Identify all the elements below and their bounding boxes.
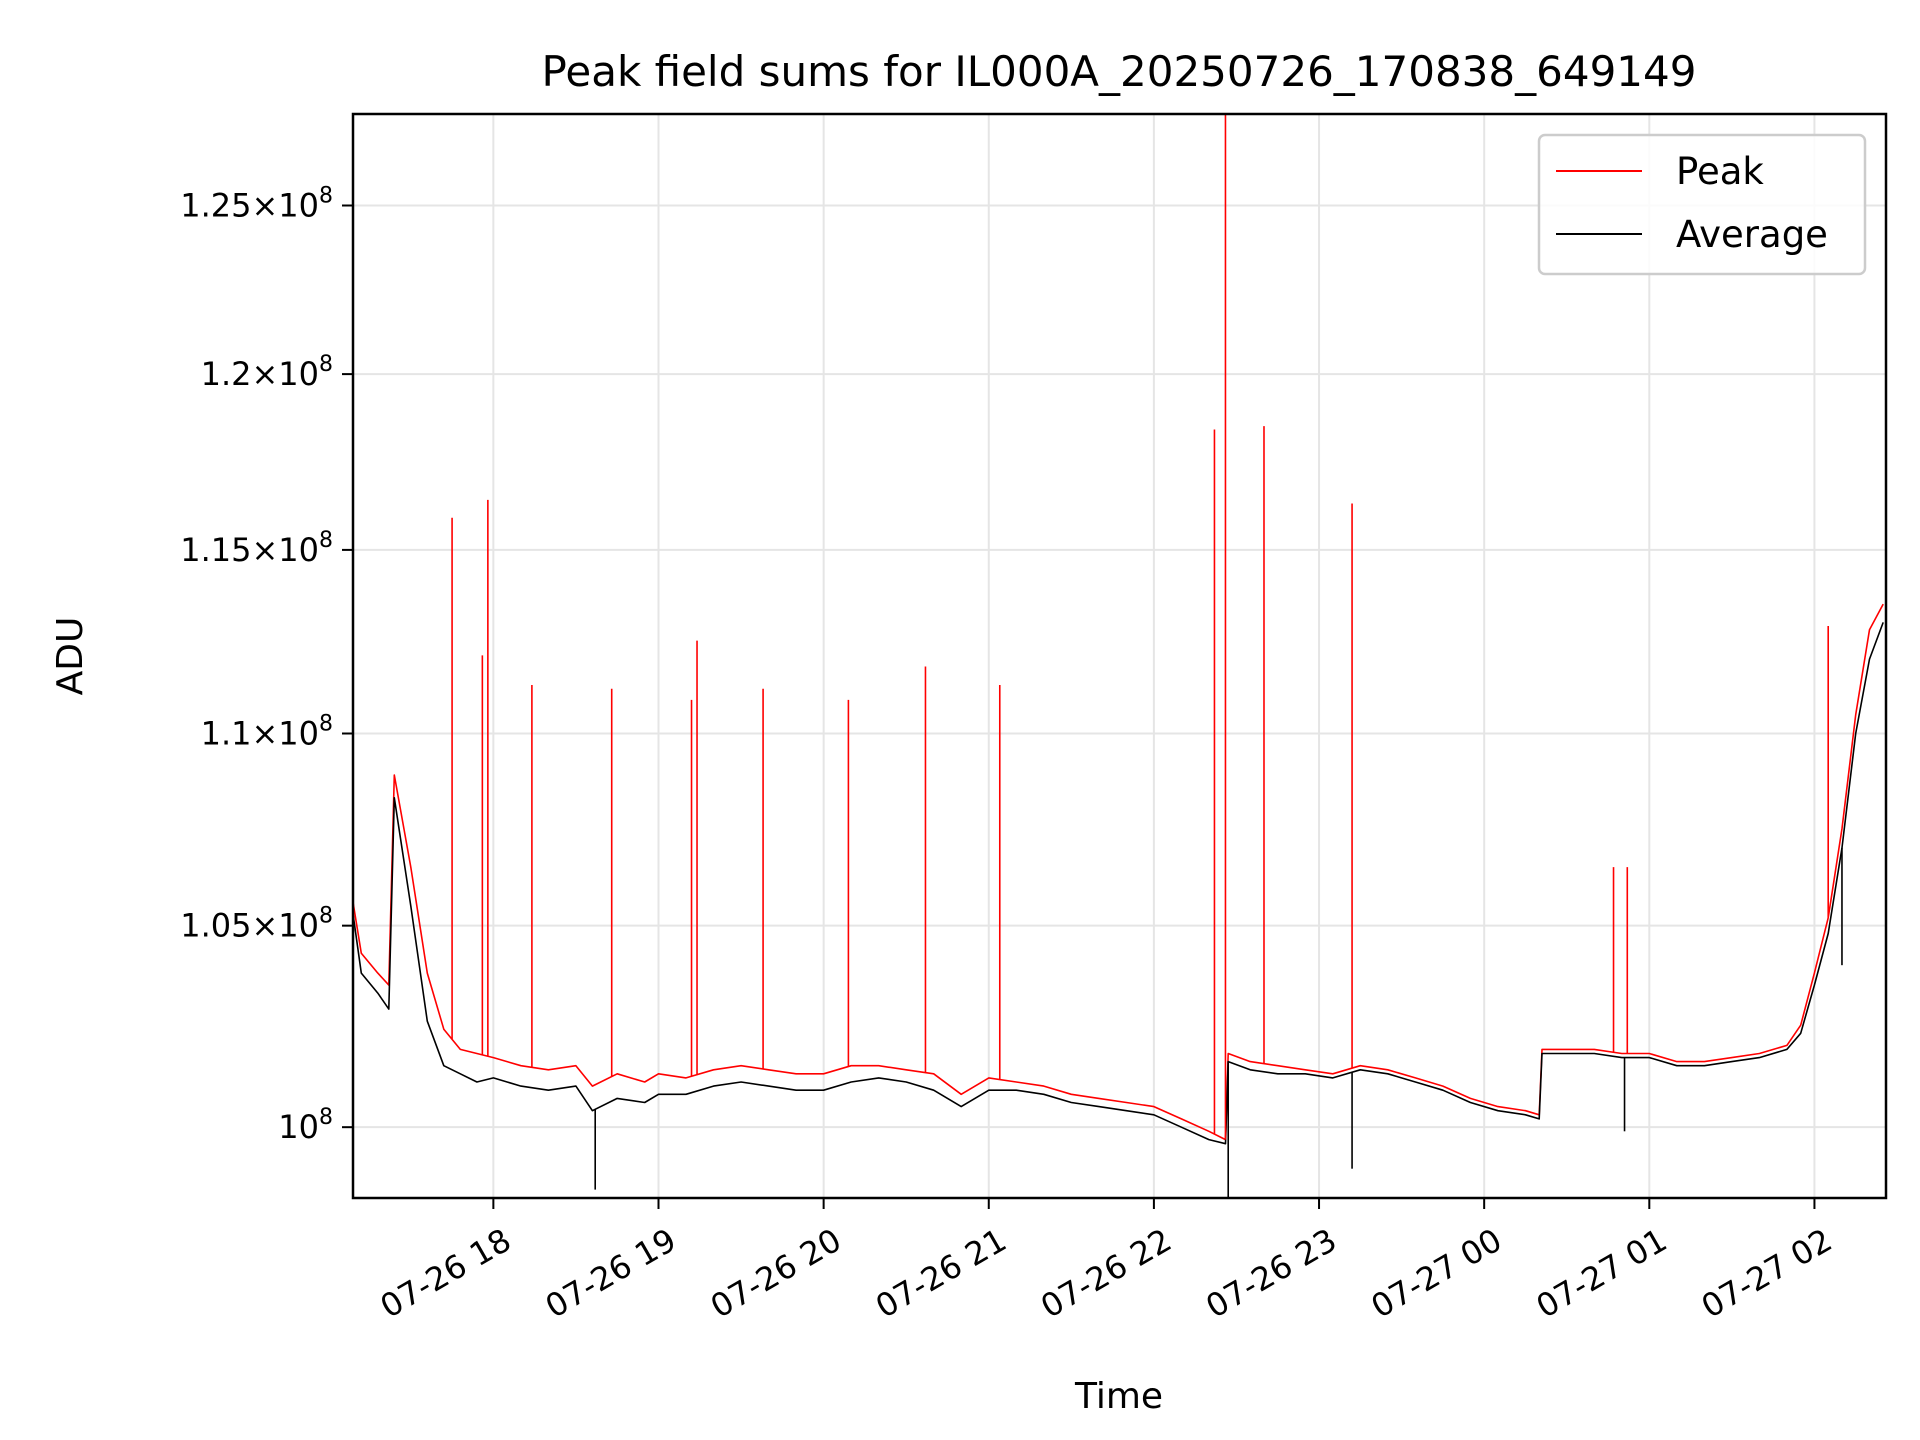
y-axis-ticks: 108 1.05×108 1.1×108 1.15×108 1.2×108 1.25×10… [180, 184, 353, 1146]
legend-label-average: Average [1676, 213, 1828, 256]
y-tick-label: 1.05×108 [180, 904, 333, 945]
y-tick-label: 1.25×108 [180, 184, 333, 225]
y-tick-label: 108 [278, 1105, 333, 1146]
series-layer [352, 114, 1884, 1198]
grid-lines [353, 114, 1886, 1198]
y-axis-label: ADU [50, 617, 91, 696]
series-line-peak [352, 603, 1884, 1141]
legend: Peak Average [1537, 133, 1867, 276]
legend-box [1537, 133, 1867, 276]
plot-area-frame [351, 112, 1888, 1200]
x-axis-label: Time [1074, 1376, 1163, 1417]
y-tick-label: 1.15×108 [180, 528, 333, 569]
chart-title: Peak field sums for IL000A_20250726_1708… [542, 47, 1697, 96]
series-line-average [352, 622, 1884, 1145]
y-tick-label: 1.1×108 [201, 712, 333, 753]
legend-label-peak: Peak [1676, 150, 1764, 193]
y-tick-label: 1.2×108 [201, 352, 333, 393]
